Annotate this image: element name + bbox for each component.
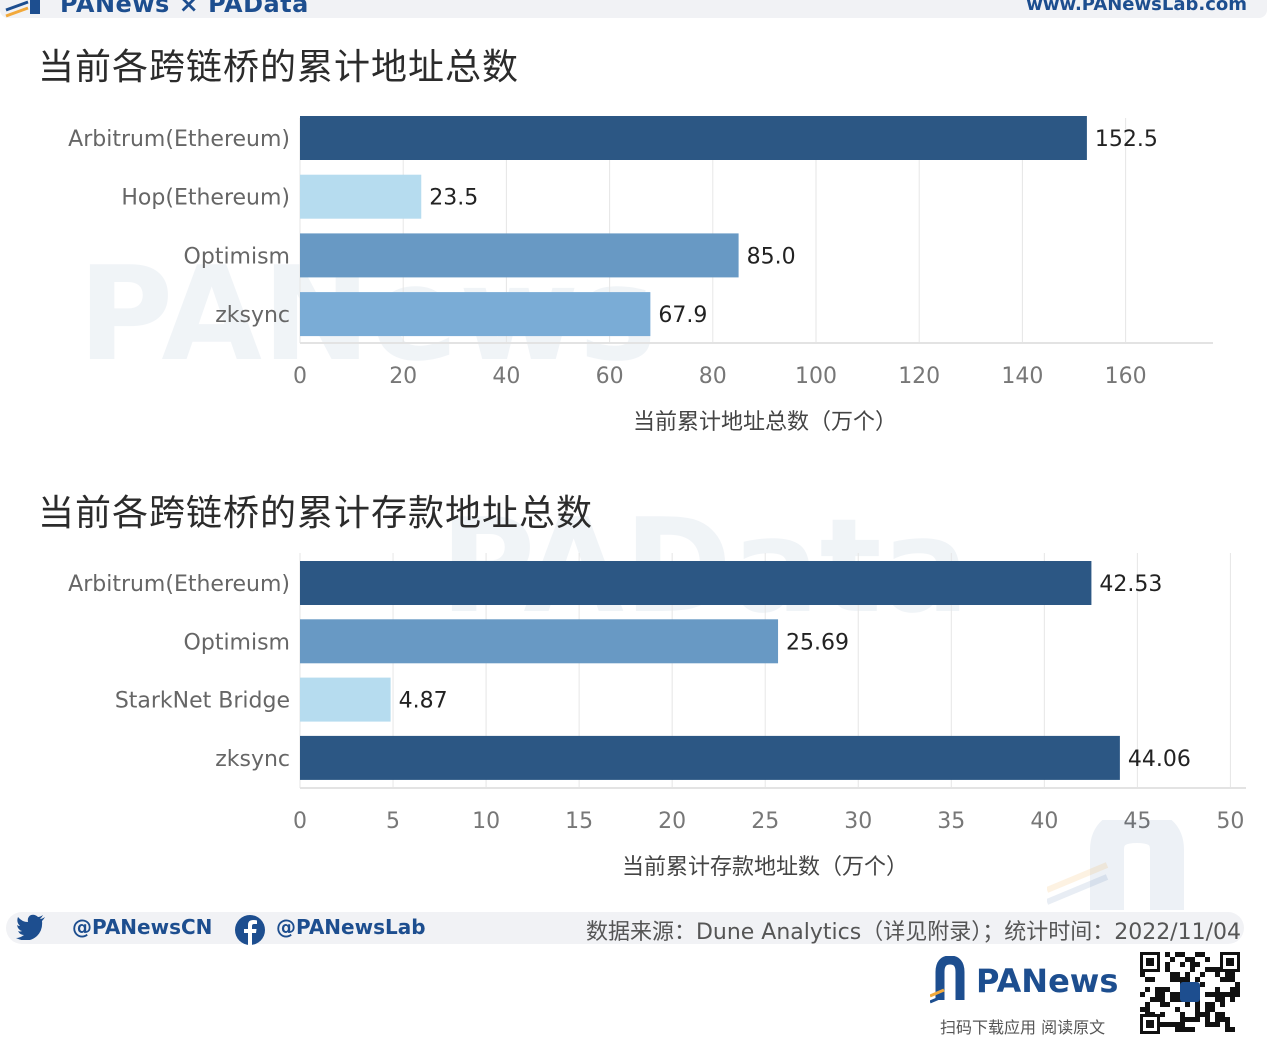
chart-2: 0 5 10 15 20 25 30 35 40 45 50 Arbitrum(Ethereum) 42… — [68, 553, 1246, 880]
facebook-handle[interactable]: @PANewsLab — [276, 915, 426, 939]
chart-2-tick-label: 10 — [472, 809, 500, 834]
chart-2-value-label: 4.87 — [399, 689, 448, 714]
chart-1-category-label: Arbitrum(Ethereum) — [68, 127, 290, 152]
chart-2-category-label: zksync — [215, 747, 290, 772]
header-bar: PANews × PAData www.PANewsLab.com — [0, 0, 1267, 18]
chart-2-bar — [300, 677, 391, 722]
app-caption: 扫码下载应用 阅读原文 — [940, 1018, 1106, 1037]
app-name: PANews — [976, 962, 1119, 1000]
twitter-handle[interactable]: @PANewsCN — [72, 915, 213, 939]
chart-2-tick-label: 25 — [751, 809, 779, 834]
twitter-icon[interactable] — [16, 914, 46, 940]
chart-2-x-axis-label: 当前累计存款地址数（万个） — [622, 855, 908, 880]
chart-2-value-label: 25.69 — [786, 630, 849, 655]
chart-2-tick-label: 0 — [293, 809, 307, 834]
qr-code-icon[interactable] — [1140, 952, 1240, 1034]
chart-1-tick-label: 140 — [1001, 364, 1043, 389]
chart-1-tick-label: 20 — [389, 364, 417, 389]
panews-logo-icon — [5, 0, 40, 18]
facebook-icon[interactable] — [234, 914, 266, 946]
brand-title: PANews × PAData — [60, 0, 309, 18]
chart-1: 0 20 40 60 80 100 120 140 160 Arbitrum(Ethereum) 1… — [68, 116, 1213, 435]
chart-1-bar — [300, 233, 739, 278]
chart-1-bar — [300, 174, 422, 219]
chart-1-value-label: 67.9 — [658, 303, 707, 328]
chart-1-tick-label: 0 — [293, 364, 307, 389]
chart-1-tick-label: 80 — [699, 364, 727, 389]
panews-app-logo-icon — [930, 956, 965, 1004]
chart-2-bar — [300, 735, 1120, 780]
chart-1-x-axis-label: 当前累计地址总数（万个） — [633, 410, 897, 435]
chart-2-tick-label: 30 — [844, 809, 872, 834]
chart-1-title: 当前各跨链桥的累计地址总数 — [38, 47, 520, 88]
chart-1-tick-label: 40 — [492, 364, 520, 389]
chart-2-title: 当前各跨链桥的累计存款地址总数 — [38, 493, 594, 534]
chart-2-value-label: 42.53 — [1099, 572, 1162, 597]
chart-2-bar — [300, 561, 1092, 605]
chart-1-tick-label: 100 — [795, 364, 837, 389]
data-source: 数据来源：Dune Analytics（详见附录）；统计时间：2022/11/0… — [585, 920, 1241, 945]
chart-2-category-label: StarkNet Bridge — [115, 689, 290, 714]
site-url[interactable]: www.PANewsLab.com — [1026, 0, 1247, 15]
chart-1-tick-label: 60 — [596, 364, 624, 389]
chart-2-tick-label: 40 — [1030, 809, 1058, 834]
chart-2-tick-label: 45 — [1123, 809, 1151, 834]
chart-2-tick-label: 5 — [386, 809, 400, 834]
chart-2-tick-label: 20 — [658, 809, 686, 834]
chart-2-value-label: 44.06 — [1128, 747, 1191, 772]
chart-1-bar — [300, 292, 651, 337]
chart-1-value-label: 152.5 — [1095, 127, 1158, 152]
chart-1-tick-label: 120 — [898, 364, 940, 389]
chart-1-category-label: zksync — [215, 303, 290, 328]
chart-1-value-label: 85.0 — [747, 244, 796, 269]
chart-2-category-label: Arbitrum(Ethereum) — [68, 572, 290, 597]
decorative-logo-icon — [1047, 820, 1184, 910]
chart-1-bar — [300, 116, 1087, 160]
chart-1-value-label: 23.5 — [429, 186, 478, 211]
chart-1-tick-label: 160 — [1105, 364, 1147, 389]
chart-2-tick-label: 35 — [937, 809, 965, 834]
chart-2-category-label: Optimism — [184, 630, 290, 655]
chart-1-category-label: Hop(Ethereum) — [121, 186, 290, 211]
chart-2-tick-label: 50 — [1216, 809, 1244, 834]
chart-2-bar — [300, 619, 779, 664]
footer-bar — [6, 912, 1244, 944]
chart-2-tick-label: 15 — [565, 809, 593, 834]
chart-1-category-label: Optimism — [184, 244, 290, 269]
